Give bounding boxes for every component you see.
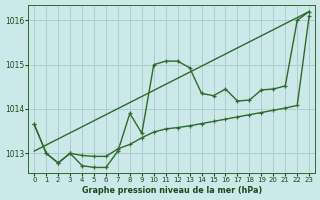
X-axis label: Graphe pression niveau de la mer (hPa): Graphe pression niveau de la mer (hPa) <box>82 186 262 195</box>
